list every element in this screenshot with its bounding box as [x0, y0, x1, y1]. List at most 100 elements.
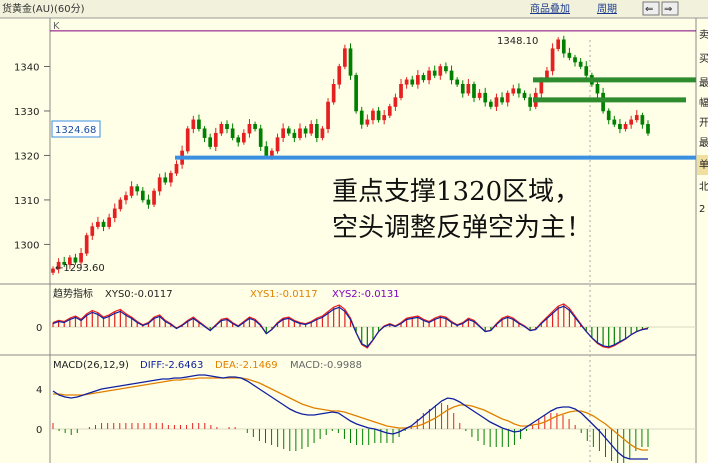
candle-body — [522, 92, 527, 98]
candle-body — [146, 199, 151, 205]
period-button[interactable]: 周期 — [597, 3, 617, 15]
candle-body — [163, 177, 168, 183]
candle-body — [376, 110, 381, 121]
annotation-line-1: 重点支撑1320区域， — [332, 177, 580, 207]
candle-body — [511, 88, 516, 94]
xys2-line — [52, 305, 649, 348]
quote-panel-label: 最 — [699, 77, 708, 89]
candle-body — [73, 257, 78, 263]
candle-body — [399, 83, 403, 98]
macd-tick-0: 0 — [36, 425, 42, 436]
candle-body — [303, 128, 308, 134]
candle-body — [152, 190, 156, 205]
candle-body — [281, 128, 285, 138]
high-marker-label: 1348.10 — [497, 36, 538, 47]
quote-panel-label: 最 — [699, 137, 708, 149]
quote-panel-label: 开 — [699, 118, 708, 129]
candle-body — [472, 83, 476, 98]
dea-line — [53, 377, 648, 451]
macd-panel-title: MACD(26,12,9) — [53, 360, 129, 371]
candle-body — [466, 83, 471, 94]
candle-body — [275, 137, 280, 152]
overlay-button[interactable]: 商品叠加 — [530, 2, 570, 15]
xys2-value: XYS2:-0.0131 — [332, 289, 400, 300]
annotation-line-2: 空头调整反弹空为主！ — [332, 213, 592, 243]
candle-body — [438, 66, 443, 76]
candle-body — [101, 221, 106, 227]
candle-body — [309, 124, 314, 134]
candle-body — [382, 115, 387, 121]
candle-body — [320, 128, 325, 138]
candle-body — [416, 75, 420, 85]
quote-panel-label: 2 — [699, 204, 705, 215]
candle-body — [191, 119, 196, 130]
trend-zero-tick: 0 — [36, 323, 42, 334]
candle-body — [84, 235, 89, 254]
current-price-label: 1324.68 — [55, 125, 96, 136]
candle-body — [629, 119, 634, 125]
price-tick-label: 1320 — [14, 151, 39, 162]
macd-histogram-value: MACD:-0.9988 — [290, 360, 362, 371]
candle-body — [118, 199, 123, 210]
candle-body — [208, 137, 213, 147]
candle-body — [326, 101, 330, 130]
nav-next-button[interactable] — [661, 1, 679, 16]
quote-panel-label: 幅 — [699, 96, 708, 109]
candle-body — [79, 253, 83, 263]
candle-body — [169, 172, 173, 183]
candle-body — [634, 115, 639, 121]
candle-body — [62, 261, 67, 265]
candle-body — [67, 257, 72, 265]
candle-body — [567, 52, 572, 58]
chart-title: 货黄金(AU)(60分) — [2, 2, 85, 15]
candle-body — [550, 48, 555, 72]
candle-body — [292, 132, 297, 138]
candle-body — [331, 83, 336, 103]
candle-body — [517, 88, 521, 94]
candle-body — [404, 79, 409, 85]
xys0-value: XYS0:-0.0117 — [105, 289, 173, 300]
quote-panel-highlight — [697, 155, 708, 175]
chart-corner-label: K — [53, 21, 60, 32]
candle-body — [623, 124, 628, 130]
candle-body — [56, 261, 61, 270]
nav-prev-button[interactable] — [642, 1, 660, 16]
quote-panel-label: 卖 — [699, 29, 708, 41]
candle-body — [359, 110, 364, 125]
candle-body — [337, 66, 342, 85]
header-bar — [0, 0, 708, 18]
nav-next-icon: ⇒ — [664, 4, 672, 15]
candle-body — [387, 106, 392, 116]
diff-line — [52, 374, 648, 460]
quote-panel-label: 买 — [699, 53, 708, 65]
candle-body — [500, 97, 504, 103]
candle-body — [427, 70, 431, 81]
price-tick-label: 1340 — [14, 62, 39, 73]
candle-body — [174, 164, 179, 174]
nav-prev-icon: ⇐ — [645, 4, 653, 15]
candle-body — [421, 75, 426, 81]
macd-dea-value: DEA:-2.1469 — [215, 360, 278, 371]
current-price-box — [51, 120, 101, 138]
candle-body — [618, 124, 622, 130]
candle-body — [157, 177, 162, 192]
candle-body — [242, 132, 246, 143]
candle-body — [354, 75, 358, 112]
candle-body — [129, 186, 134, 196]
candle-body — [595, 83, 600, 94]
trend-panel-title: 趋势指标 — [53, 287, 93, 300]
candle-body — [365, 119, 370, 125]
candle-body — [185, 128, 190, 152]
quote-panel-label: 北 — [699, 181, 708, 193]
macd-diff-value: DIFF:-2.6463 — [140, 360, 203, 371]
low-marker-label: ←1293.60 — [55, 263, 105, 274]
candle-body — [197, 119, 201, 130]
candle-body — [483, 92, 488, 103]
price-tick-label: 1310 — [14, 196, 39, 207]
candle-body — [494, 97, 499, 107]
candle-body — [578, 61, 583, 67]
candle-body — [477, 92, 482, 98]
candle-body — [258, 128, 263, 147]
candle-body — [646, 124, 650, 134]
